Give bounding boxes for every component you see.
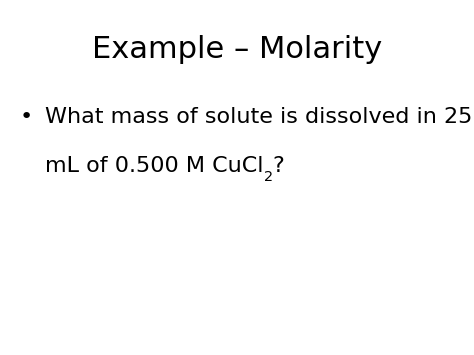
Text: •: • bbox=[19, 106, 33, 126]
Text: ?: ? bbox=[273, 156, 284, 176]
Text: mL of 0.500 M CuCl: mL of 0.500 M CuCl bbox=[45, 156, 264, 176]
Text: What mass of solute is dissolved in 25.0: What mass of solute is dissolved in 25.0 bbox=[45, 106, 474, 126]
Text: 2: 2 bbox=[264, 170, 273, 184]
Text: Example – Molarity: Example – Molarity bbox=[92, 36, 382, 65]
